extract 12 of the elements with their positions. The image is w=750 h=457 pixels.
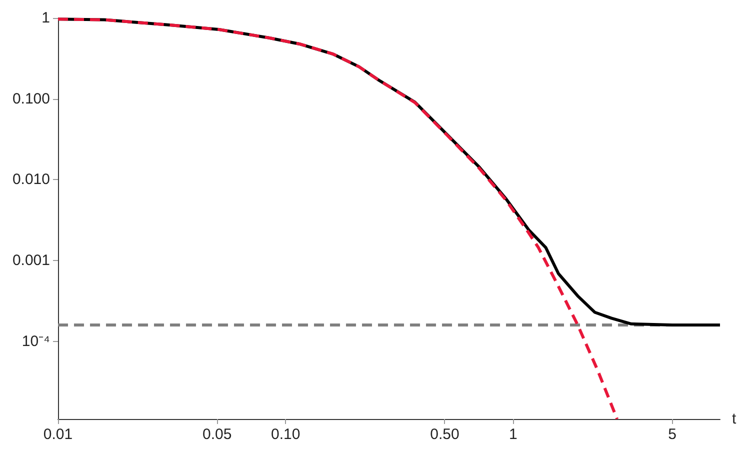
y-tick-label: 10⁻⁴ [22, 332, 50, 350]
y-tick-label: 0.100 [12, 90, 50, 108]
y-tick-label: 1 [42, 10, 50, 26]
x-tick-label: 1 [509, 426, 518, 443]
x-tick-label: 5 [668, 426, 676, 443]
x-tick-label: 0.01 [43, 426, 73, 443]
x-tick-label: 0.50 [430, 426, 460, 443]
y-tick-label: 0.001 [12, 252, 50, 270]
x-tick-label: 0.10 [271, 426, 300, 443]
x-tick-label: 0.05 [202, 426, 232, 443]
x-axis-title: t [732, 410, 737, 428]
y-tick-label: 0.010 [12, 171, 50, 188]
